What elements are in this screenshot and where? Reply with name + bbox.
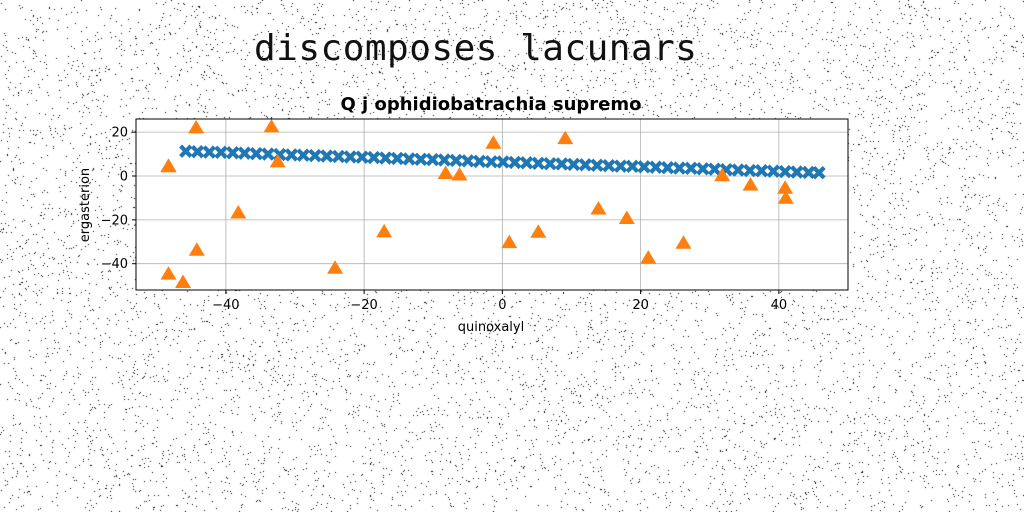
- x-marker-point: [437, 153, 451, 167]
- triangle-marker-point: [714, 167, 731, 182]
- x-marker-point: [237, 146, 252, 160]
- x-marker-point: [660, 160, 675, 175]
- x-marker-point: [531, 156, 545, 170]
- x-marker-point: [367, 150, 381, 165]
- x-marker-point: [578, 158, 593, 172]
- triangle-marker-point: [742, 177, 759, 191]
- x-marker-point: [649, 160, 663, 174]
- x-marker-point: [202, 145, 216, 159]
- x-marker-point: [226, 146, 240, 160]
- x-axis-label: quinoxalyl: [458, 320, 524, 335]
- x-marker-point: [355, 150, 369, 164]
- series-1: [160, 119, 794, 288]
- x-marker-point: [731, 163, 745, 177]
- series-0: [179, 144, 826, 180]
- grid: [136, 119, 848, 290]
- x-marker-point: [402, 152, 416, 166]
- triangle-marker-point: [437, 165, 454, 180]
- x-marker-point: [343, 150, 357, 164]
- triangle-marker-point: [777, 190, 794, 204]
- x-marker-point: [461, 154, 475, 168]
- x-marker-point: [484, 155, 498, 169]
- y-tick-label: 20: [111, 126, 128, 141]
- y-tick-label: −40: [101, 257, 128, 272]
- triangle-marker-point: [327, 260, 344, 274]
- triangle-marker-point: [640, 250, 657, 264]
- triangle-marker-point: [590, 201, 607, 215]
- x-marker-point: [637, 160, 651, 174]
- x-marker-point: [543, 157, 557, 171]
- x-marker-point: [214, 145, 228, 160]
- x-marker-point: [790, 165, 804, 179]
- x-marker-point: [284, 148, 299, 162]
- x-marker-point: [425, 152, 440, 167]
- triangle-marker-point: [160, 158, 177, 173]
- y-tick-label: −20: [101, 213, 128, 228]
- x-marker-point: [449, 153, 463, 168]
- x-marker-point: [261, 147, 275, 161]
- x-tick-label: 0: [498, 298, 506, 313]
- x-marker-point: [778, 164, 792, 179]
- x-marker-point: [613, 159, 628, 173]
- x-marker-point: [754, 164, 769, 178]
- x-marker-point: [801, 165, 816, 180]
- triangle-marker-point: [675, 235, 692, 249]
- y-tick-label: 0: [120, 170, 128, 185]
- x-marker-point: [308, 148, 322, 163]
- x-marker-point: [602, 159, 616, 173]
- x-marker-point: [320, 149, 334, 163]
- triangle-marker-point: [175, 274, 192, 288]
- series-layer: [160, 119, 826, 288]
- x-marker-point: [331, 149, 346, 164]
- x-marker-point: [519, 156, 534, 170]
- x-marker-point: [625, 159, 640, 174]
- triangle-marker-point: [230, 205, 247, 219]
- x-tick-label: −40: [212, 298, 239, 313]
- x-tick-label: −20: [350, 298, 377, 313]
- chart-title: Q j ophidiobatrachia supremo: [340, 94, 641, 115]
- x-marker-point: [249, 146, 263, 161]
- axes: −40 −20 0 20 40 −40 −20 0 20: [101, 126, 788, 313]
- x-marker-point: [472, 154, 487, 168]
- x-marker-point: [590, 158, 604, 172]
- x-tick-label: 20: [632, 298, 649, 313]
- page-heading: discomposes lacunars: [254, 28, 698, 69]
- x-marker-point: [707, 162, 722, 176]
- triangle-marker-point: [530, 224, 547, 238]
- triangle-marker-point: [501, 234, 518, 249]
- triangle-marker-point: [557, 130, 574, 145]
- x-marker-point: [390, 151, 404, 166]
- triangle-marker-point: [485, 135, 502, 149]
- x-marker-point: [812, 166, 826, 180]
- x-marker-point: [414, 152, 428, 167]
- x-marker-point: [296, 148, 310, 162]
- x-marker-point: [743, 163, 757, 178]
- x-marker-point: [190, 144, 205, 159]
- triangle-marker-point: [263, 119, 280, 133]
- triangle-marker-point: [160, 266, 177, 280]
- triangle-marker-point: [269, 153, 286, 168]
- plot-frame: [135, 118, 849, 291]
- y-axis-label: ergasterion: [78, 168, 93, 242]
- x-marker-point: [496, 155, 510, 169]
- x-marker-point: [766, 164, 781, 178]
- triangle-marker-point: [376, 223, 393, 238]
- x-marker-point: [684, 161, 698, 176]
- x-marker-point: [672, 161, 687, 175]
- triangle-marker-point: [188, 242, 205, 256]
- triangle-marker-point: [188, 119, 205, 134]
- x-marker-point: [555, 157, 569, 171]
- triangle-marker-point: [618, 210, 635, 224]
- x-tick-label: 40: [771, 298, 788, 313]
- x-marker-point: [378, 151, 393, 165]
- x-marker-point: [696, 162, 710, 176]
- x-marker-point: [179, 144, 193, 158]
- x-marker-point: [508, 155, 522, 170]
- triangle-marker-point: [451, 167, 468, 181]
- x-marker-point: [566, 157, 581, 172]
